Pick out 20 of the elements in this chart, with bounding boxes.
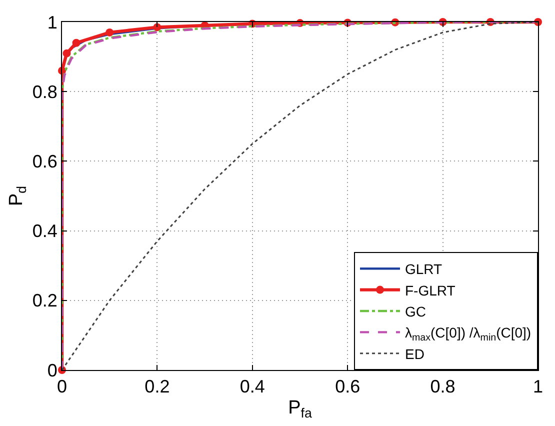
point	[72, 38, 80, 47]
y-tick-label: 0	[47, 360, 58, 380]
legend-label: F-GLRT	[405, 282, 456, 298]
legend-label: λ$_{max}$(C[0]) /λ$_{min}$(C[0])	[405, 324, 532, 344]
x-tick-label: 0.4	[240, 376, 265, 397]
y-tick-label: 0.4	[32, 221, 58, 242]
point	[106, 28, 114, 36]
x-axis-title: P$_{fa}$	[288, 397, 312, 420]
legend-label: ED	[405, 346, 424, 362]
x-tick-label: 1	[532, 376, 544, 397]
point	[62, 49, 71, 58]
x-tick-label: 0.6	[335, 376, 360, 397]
y-tick-label: 0.2	[32, 290, 58, 311]
x-tick-label: 0.2	[144, 376, 170, 397]
legend-label: GC	[405, 303, 426, 320]
y-tick-label: 0.8	[32, 82, 58, 102]
y-tick-label: 0.6	[32, 152, 58, 172]
x-tick-label: 0.8	[430, 376, 456, 397]
legend-label: GLRT	[405, 261, 443, 278]
y-tick-label: 1	[47, 12, 58, 32]
